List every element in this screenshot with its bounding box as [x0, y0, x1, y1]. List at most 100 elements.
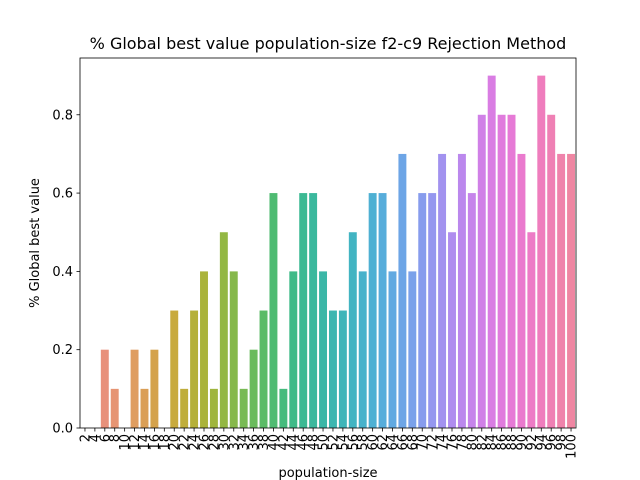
- bar-42: [279, 388, 288, 428]
- x-tick-label: 40: [267, 434, 282, 451]
- bar-50: [319, 271, 328, 428]
- x-tick-label: 54: [336, 434, 351, 451]
- x-tick-label: 50: [317, 434, 332, 451]
- plot-frame: [79, 57, 577, 429]
- bar-44: [289, 271, 298, 428]
- bar-34: [239, 388, 248, 428]
- y-axis-label: % Global best value: [28, 178, 43, 308]
- bar-88: [507, 114, 516, 429]
- bar-32: [229, 271, 238, 428]
- bar-62: [378, 193, 387, 428]
- bar-94: [537, 75, 546, 429]
- bar-24: [190, 310, 199, 428]
- x-tick-label: 18: [158, 434, 173, 451]
- x-tick-label: 34: [237, 434, 252, 451]
- bar-14: [140, 388, 149, 428]
- x-tick-label: 66: [396, 434, 411, 451]
- x-tick-label: 70: [416, 434, 431, 451]
- y-tick-label: 0.6: [52, 187, 73, 202]
- x-tick-label: 88: [505, 434, 520, 451]
- bar-96: [547, 114, 556, 429]
- x-tick-label: 58: [356, 434, 371, 451]
- x-tick-label: 46: [297, 434, 312, 451]
- bar-36: [249, 349, 258, 428]
- bar-74: [438, 153, 447, 428]
- bar-64: [388, 271, 397, 428]
- bar-70: [418, 193, 427, 428]
- bar-26: [200, 271, 208, 428]
- bars-group: [100, 75, 576, 429]
- x-tick-label: 30: [217, 434, 232, 451]
- y-tick-label: 0.4: [52, 265, 73, 280]
- x-tick-label: 24: [188, 434, 203, 451]
- bar-84: [487, 75, 496, 429]
- x-tick-label: 62: [376, 434, 391, 451]
- bar-20: [170, 310, 179, 428]
- bar-48: [309, 193, 318, 428]
- bar-22: [180, 388, 189, 428]
- bar-92: [527, 232, 536, 428]
- bar-38: [259, 310, 268, 428]
- x-tick-label: 78: [455, 434, 470, 451]
- x-tick-label: 48: [307, 434, 322, 451]
- x-tick-label: 32: [227, 434, 242, 451]
- x-tick-label: 98: [555, 434, 570, 451]
- x-tick-label: 22: [178, 434, 193, 451]
- bar-60: [368, 193, 377, 428]
- chart-title: % Global best value population-size f2-c…: [90, 34, 567, 53]
- x-tick-label: 20: [168, 434, 183, 451]
- x-axis-label: population-size: [278, 466, 377, 480]
- x-tick-label: 4: [88, 434, 103, 442]
- y-tick-label: 0.0: [52, 422, 73, 437]
- x-tick-label: 2: [78, 434, 93, 442]
- x-tick-label: 52: [326, 434, 341, 451]
- x-tick-label: 44: [287, 434, 302, 451]
- x-tick-label: 26: [198, 434, 213, 451]
- x-tick-label: 86: [495, 434, 510, 451]
- x-tick-label: 72: [426, 434, 441, 451]
- x-tick-label: 6: [98, 434, 113, 442]
- x-tick-label: 100: [565, 434, 580, 459]
- bar-58: [358, 271, 367, 428]
- x-tick-label: 90: [515, 434, 530, 451]
- x-tick-label: 38: [257, 434, 272, 451]
- bar-80: [467, 193, 476, 428]
- x-tick-label: 74: [436, 434, 451, 451]
- bar-8: [110, 388, 119, 428]
- bar-90: [517, 153, 526, 428]
- x-tick-label: 36: [247, 434, 262, 451]
- bar-46: [299, 193, 308, 428]
- bar-68: [408, 271, 417, 428]
- x-tick-label: 82: [475, 434, 490, 451]
- x-tick-label: 16: [148, 434, 163, 451]
- x-tick-label: 64: [386, 434, 401, 451]
- bar-100: [567, 153, 576, 428]
- x-tick-label: 92: [525, 434, 540, 451]
- x-tick-label: 10: [118, 434, 133, 451]
- bar-82: [477, 114, 486, 429]
- bar-86: [497, 114, 506, 429]
- x-tick-label: 12: [128, 434, 143, 451]
- x-tick-label: 94: [535, 434, 550, 451]
- bar-30: [219, 232, 228, 428]
- x-tick-label: 84: [485, 434, 500, 451]
- bar-40: [269, 193, 278, 428]
- x-tick-label: 68: [406, 434, 421, 451]
- y-axis-ticks: 0.0 0.2 0.4 0.6 0.8: [52, 108, 80, 437]
- y-tick-label: 0.2: [52, 343, 73, 358]
- bar-54: [338, 310, 347, 428]
- bar-78: [457, 153, 466, 428]
- x-tick-label: 14: [138, 434, 153, 451]
- bar-16: [150, 349, 159, 428]
- x-tick-label: 96: [545, 434, 560, 451]
- x-tick-label: 42: [277, 434, 292, 451]
- x-tick-label: 60: [366, 434, 381, 451]
- x-tick-label: 56: [346, 434, 361, 451]
- bar-6: [100, 349, 109, 428]
- bar-28: [209, 388, 218, 428]
- x-tick-label: 28: [207, 434, 222, 451]
- x-tick-label: 8: [108, 434, 123, 442]
- bar-76: [448, 232, 456, 428]
- x-tick-label: 80: [465, 434, 480, 451]
